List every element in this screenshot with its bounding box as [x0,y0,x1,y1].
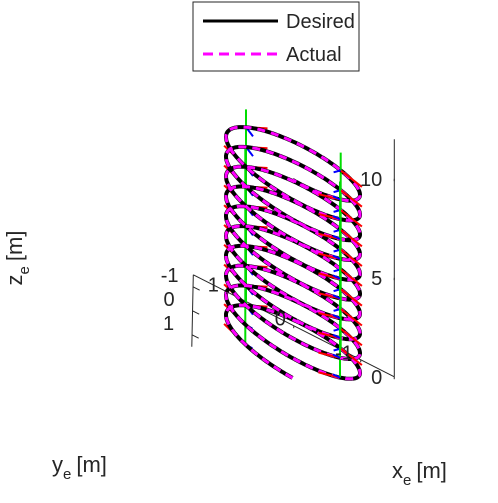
frame-axis [340,248,363,267]
svg-text:ze[m]: ze [m] [2,231,33,286]
y-tick-label: -1 [335,343,353,365]
frame-axis [332,353,341,359]
orientation-frame [318,260,341,280]
y-axis-subscript: e [63,466,71,483]
x-axis-letter: x [392,458,403,483]
orientation-frame [318,300,341,320]
y-axis-letter: y [52,452,63,477]
svg-text:xe[m]: xe [m] [392,458,447,489]
orientation-frame [318,181,341,201]
z-tick-label: 5 [371,268,382,290]
legend-box [192,1,360,72]
frame-axis [332,234,341,240]
frame-axis [340,328,363,347]
z-axis-label: ze [m] [2,231,33,286]
z-axis-letter: z [2,274,27,285]
x-tick-mark [192,310,200,315]
frame-axis [332,195,341,201]
z-tick-label: 10 [360,169,382,191]
frame-axis [332,254,341,260]
legend: Desired Actual [192,1,360,72]
frame-axis [332,314,341,320]
orientation-frame [318,280,341,300]
frame-axis [340,347,363,366]
orientation-frames-front [318,152,363,379]
frame-axis [332,215,341,221]
frame-axis [340,209,363,228]
frame-axis [340,189,363,208]
y-tick-label: 1 [208,275,219,297]
x-tick-label: 0 [164,289,175,311]
orientation-frame [318,240,341,260]
x-tick-mark [192,286,200,291]
z-tick-label: 0 [371,367,382,389]
frame-axis [332,333,341,339]
frame-axis [332,274,341,280]
orientation-frame [333,152,363,188]
x-tick-mark [191,334,199,339]
legend-label-actual: Actual [286,44,342,66]
orientation-frame [318,359,341,379]
y-tick-label: 0 [275,309,286,331]
y-axis-unit: [m] [76,452,107,477]
x-axis-label: xe [m] [392,458,447,489]
orientation-frame [318,201,341,221]
x-tick-label: 1 [163,313,174,335]
frame-axis [340,288,363,307]
z-axis-subscript: e [16,266,33,274]
frame-axis [332,373,341,379]
frame-axis [340,268,363,287]
orientation-frame [318,221,341,240]
legend-label-desired: Desired [286,11,355,33]
y-axis-label: ye [m] [52,452,107,483]
x-axis-unit: [m] [416,458,447,483]
frame-axis [340,229,363,248]
svg-text:ye[m]: ye [m] [52,452,107,483]
frame-axis [340,169,363,188]
z-axis-unit: [m] [2,231,27,262]
x-axis-subscript: e [403,472,411,489]
orientation-frame [318,339,341,359]
frame-axis [332,294,341,300]
orientation-frame [318,320,341,339]
frame-axis [340,308,363,327]
x-tick-label: -1 [161,265,179,287]
frame-axis [333,169,341,174]
